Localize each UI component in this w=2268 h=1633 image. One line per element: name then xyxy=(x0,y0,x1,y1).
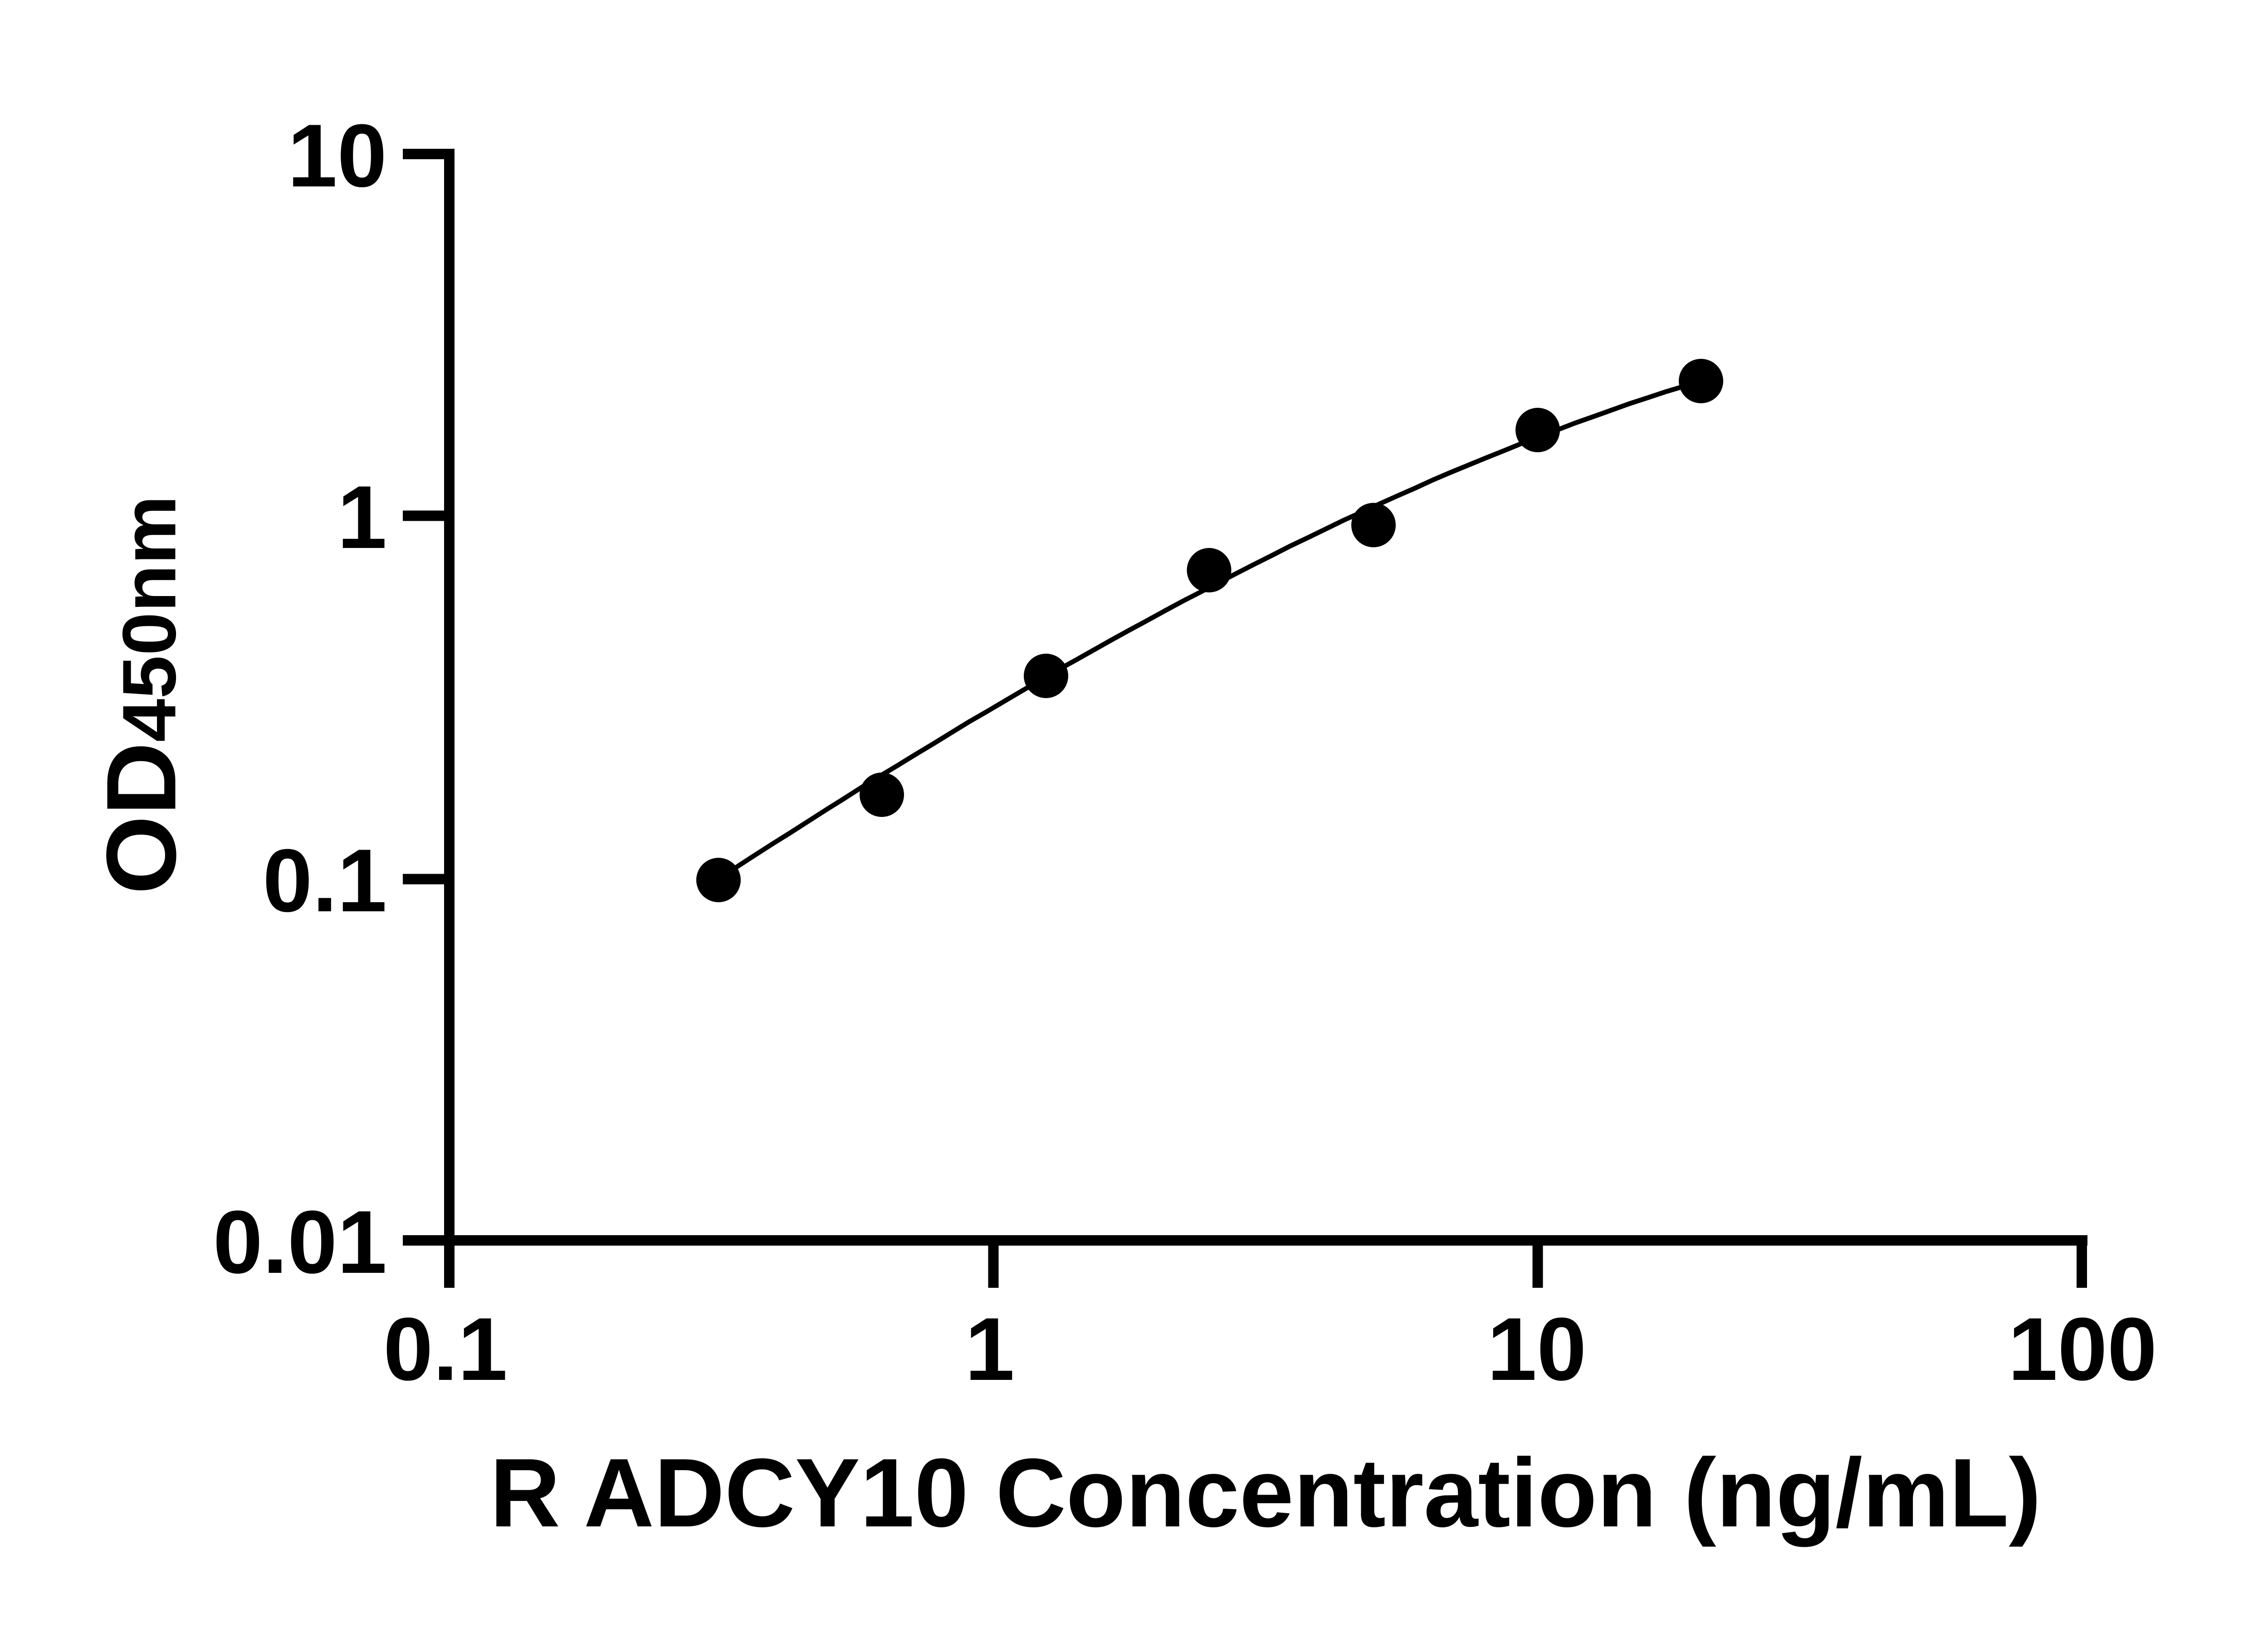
svg-text:0.1: 0.1 xyxy=(263,831,387,930)
svg-text:100: 100 xyxy=(2008,1299,2157,1399)
svg-text:0.1: 0.1 xyxy=(383,1299,508,1399)
svg-text:10: 10 xyxy=(288,106,387,205)
svg-text:1: 1 xyxy=(337,467,387,567)
svg-text:OD450nm: OD450nm xyxy=(87,495,197,895)
svg-text:R ADCY10 Concentration (ng/mL): R ADCY10 Concentration (ng/mL) xyxy=(490,1438,2041,1547)
svg-text:1: 1 xyxy=(965,1299,1015,1399)
svg-text:10: 10 xyxy=(1487,1299,1586,1399)
svg-text:0.01: 0.01 xyxy=(213,1192,387,1292)
